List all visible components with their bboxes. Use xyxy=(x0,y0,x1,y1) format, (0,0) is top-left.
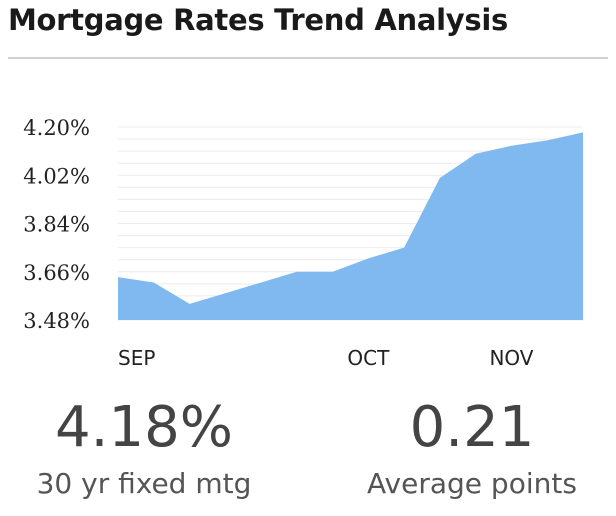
rate-area xyxy=(118,132,583,320)
y-axis-ticks: 4.20% 4.02% 3.84% 3.66% 3.48% xyxy=(23,116,90,333)
area-series xyxy=(118,132,583,320)
page-title: Mortgage Rates Trend Analysis xyxy=(8,3,508,37)
x-axis-ticks: SEP OCT NOV xyxy=(118,346,534,370)
x-tick-label: OCT xyxy=(347,346,390,370)
rate-value: 4.18% xyxy=(55,395,233,460)
points-value: 0.21 xyxy=(409,395,535,460)
x-tick-label: NOV xyxy=(489,346,533,370)
x-tick-label: SEP xyxy=(118,346,155,370)
y-tick-label: 3.48% xyxy=(23,309,90,333)
y-tick-label: 3.66% xyxy=(23,261,90,285)
y-tick-label: 4.02% xyxy=(23,164,90,188)
rate-label: 30 yr fixed mtg xyxy=(36,467,252,500)
title-divider xyxy=(8,57,608,59)
y-tick-label: 4.20% xyxy=(23,116,90,140)
points-label: Average points xyxy=(367,467,577,500)
metric-rate-card: 4.18% 30 yr fixed mtg xyxy=(14,400,274,498)
metric-points-card: 0.21 Average points xyxy=(342,400,602,498)
y-tick-label: 3.84% xyxy=(23,213,90,237)
mortgage-rate-area-chart: 4.20% 4.02% 3.84% 3.66% 3.48% SEP OCT NOV xyxy=(23,116,583,370)
